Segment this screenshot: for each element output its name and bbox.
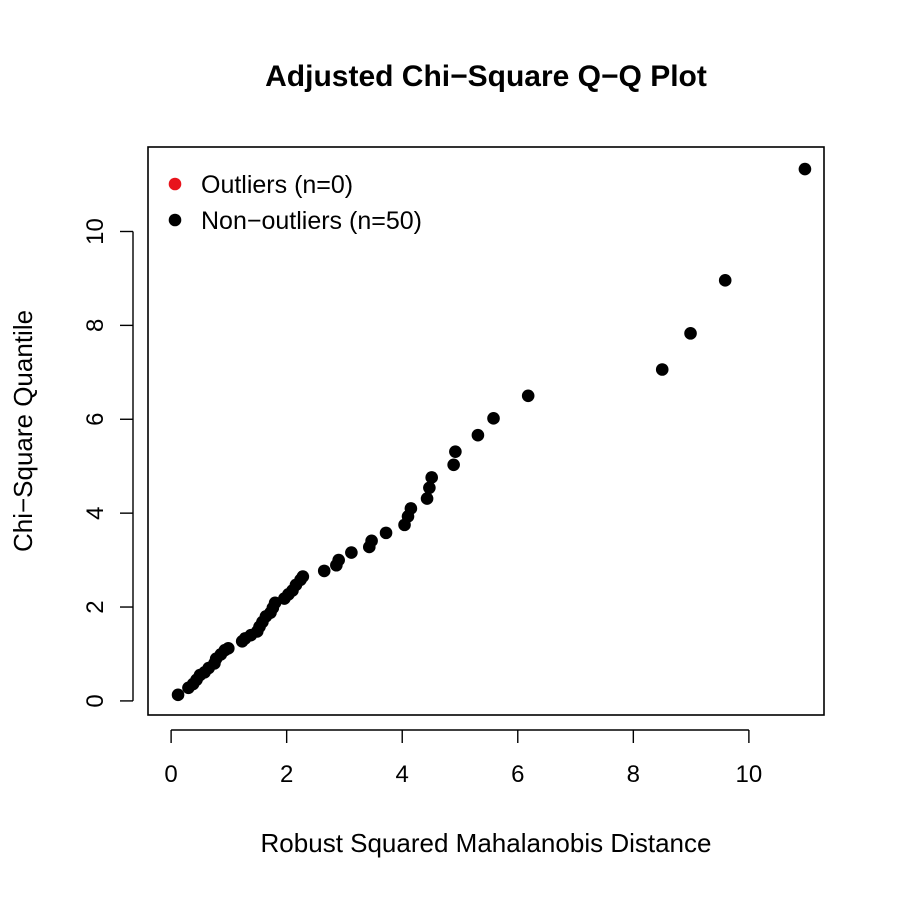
data-point [332, 553, 345, 567]
x-tick-label: 2 [280, 761, 293, 788]
data-point [404, 502, 418, 515]
x-axis-label: Robust Squared Mahalanobis Distance [261, 828, 712, 858]
legend-label: Outliers (n=0) [201, 171, 353, 199]
data-points [171, 162, 812, 702]
y-tick-label: 0 [82, 694, 109, 707]
y-tick-label: 6 [82, 413, 109, 426]
x-axis: 0 2 4 6 8 10 [164, 729, 763, 788]
y-axis-label: Chi−Square Quantile [8, 310, 38, 552]
legend-label: Non−outliers (n=50) [201, 207, 422, 235]
y-tick-label: 4 [82, 506, 109, 519]
x-tick-label: 0 [164, 761, 177, 788]
data-point [447, 458, 460, 472]
legend-marker [168, 213, 182, 227]
data-point [296, 570, 310, 583]
data-point [345, 546, 358, 559]
y-tick-label: 2 [82, 600, 109, 613]
data-point [521, 389, 535, 403]
legend-marker [168, 177, 182, 191]
data-point [718, 274, 732, 287]
data-point [171, 688, 185, 702]
plot-frame [147, 146, 825, 716]
data-point [471, 428, 485, 442]
chart-title: Adjusted Chi−Square Q−Q Plot [265, 60, 707, 93]
data-point [423, 481, 436, 495]
y-tick-label: 10 [82, 218, 109, 245]
y-tick-label: 8 [82, 319, 109, 332]
data-point [379, 526, 393, 540]
data-point [449, 445, 462, 458]
data-point [487, 412, 500, 425]
data-point [222, 642, 235, 655]
data-point [684, 327, 697, 340]
legend: Outliers (n=0) Non−outliers (n=50) [168, 171, 422, 235]
data-point [798, 162, 812, 176]
data-point [420, 492, 434, 505]
data-point [655, 363, 669, 376]
data-point [365, 534, 378, 548]
x-tick-label: 8 [627, 761, 640, 788]
data-point [317, 564, 331, 578]
y-axis: 0 2 4 6 8 10 [82, 218, 134, 708]
x-tick-label: 10 [736, 761, 763, 788]
x-tick-label: 4 [396, 761, 409, 788]
x-tick-label: 6 [511, 761, 524, 788]
data-point [425, 471, 438, 484]
